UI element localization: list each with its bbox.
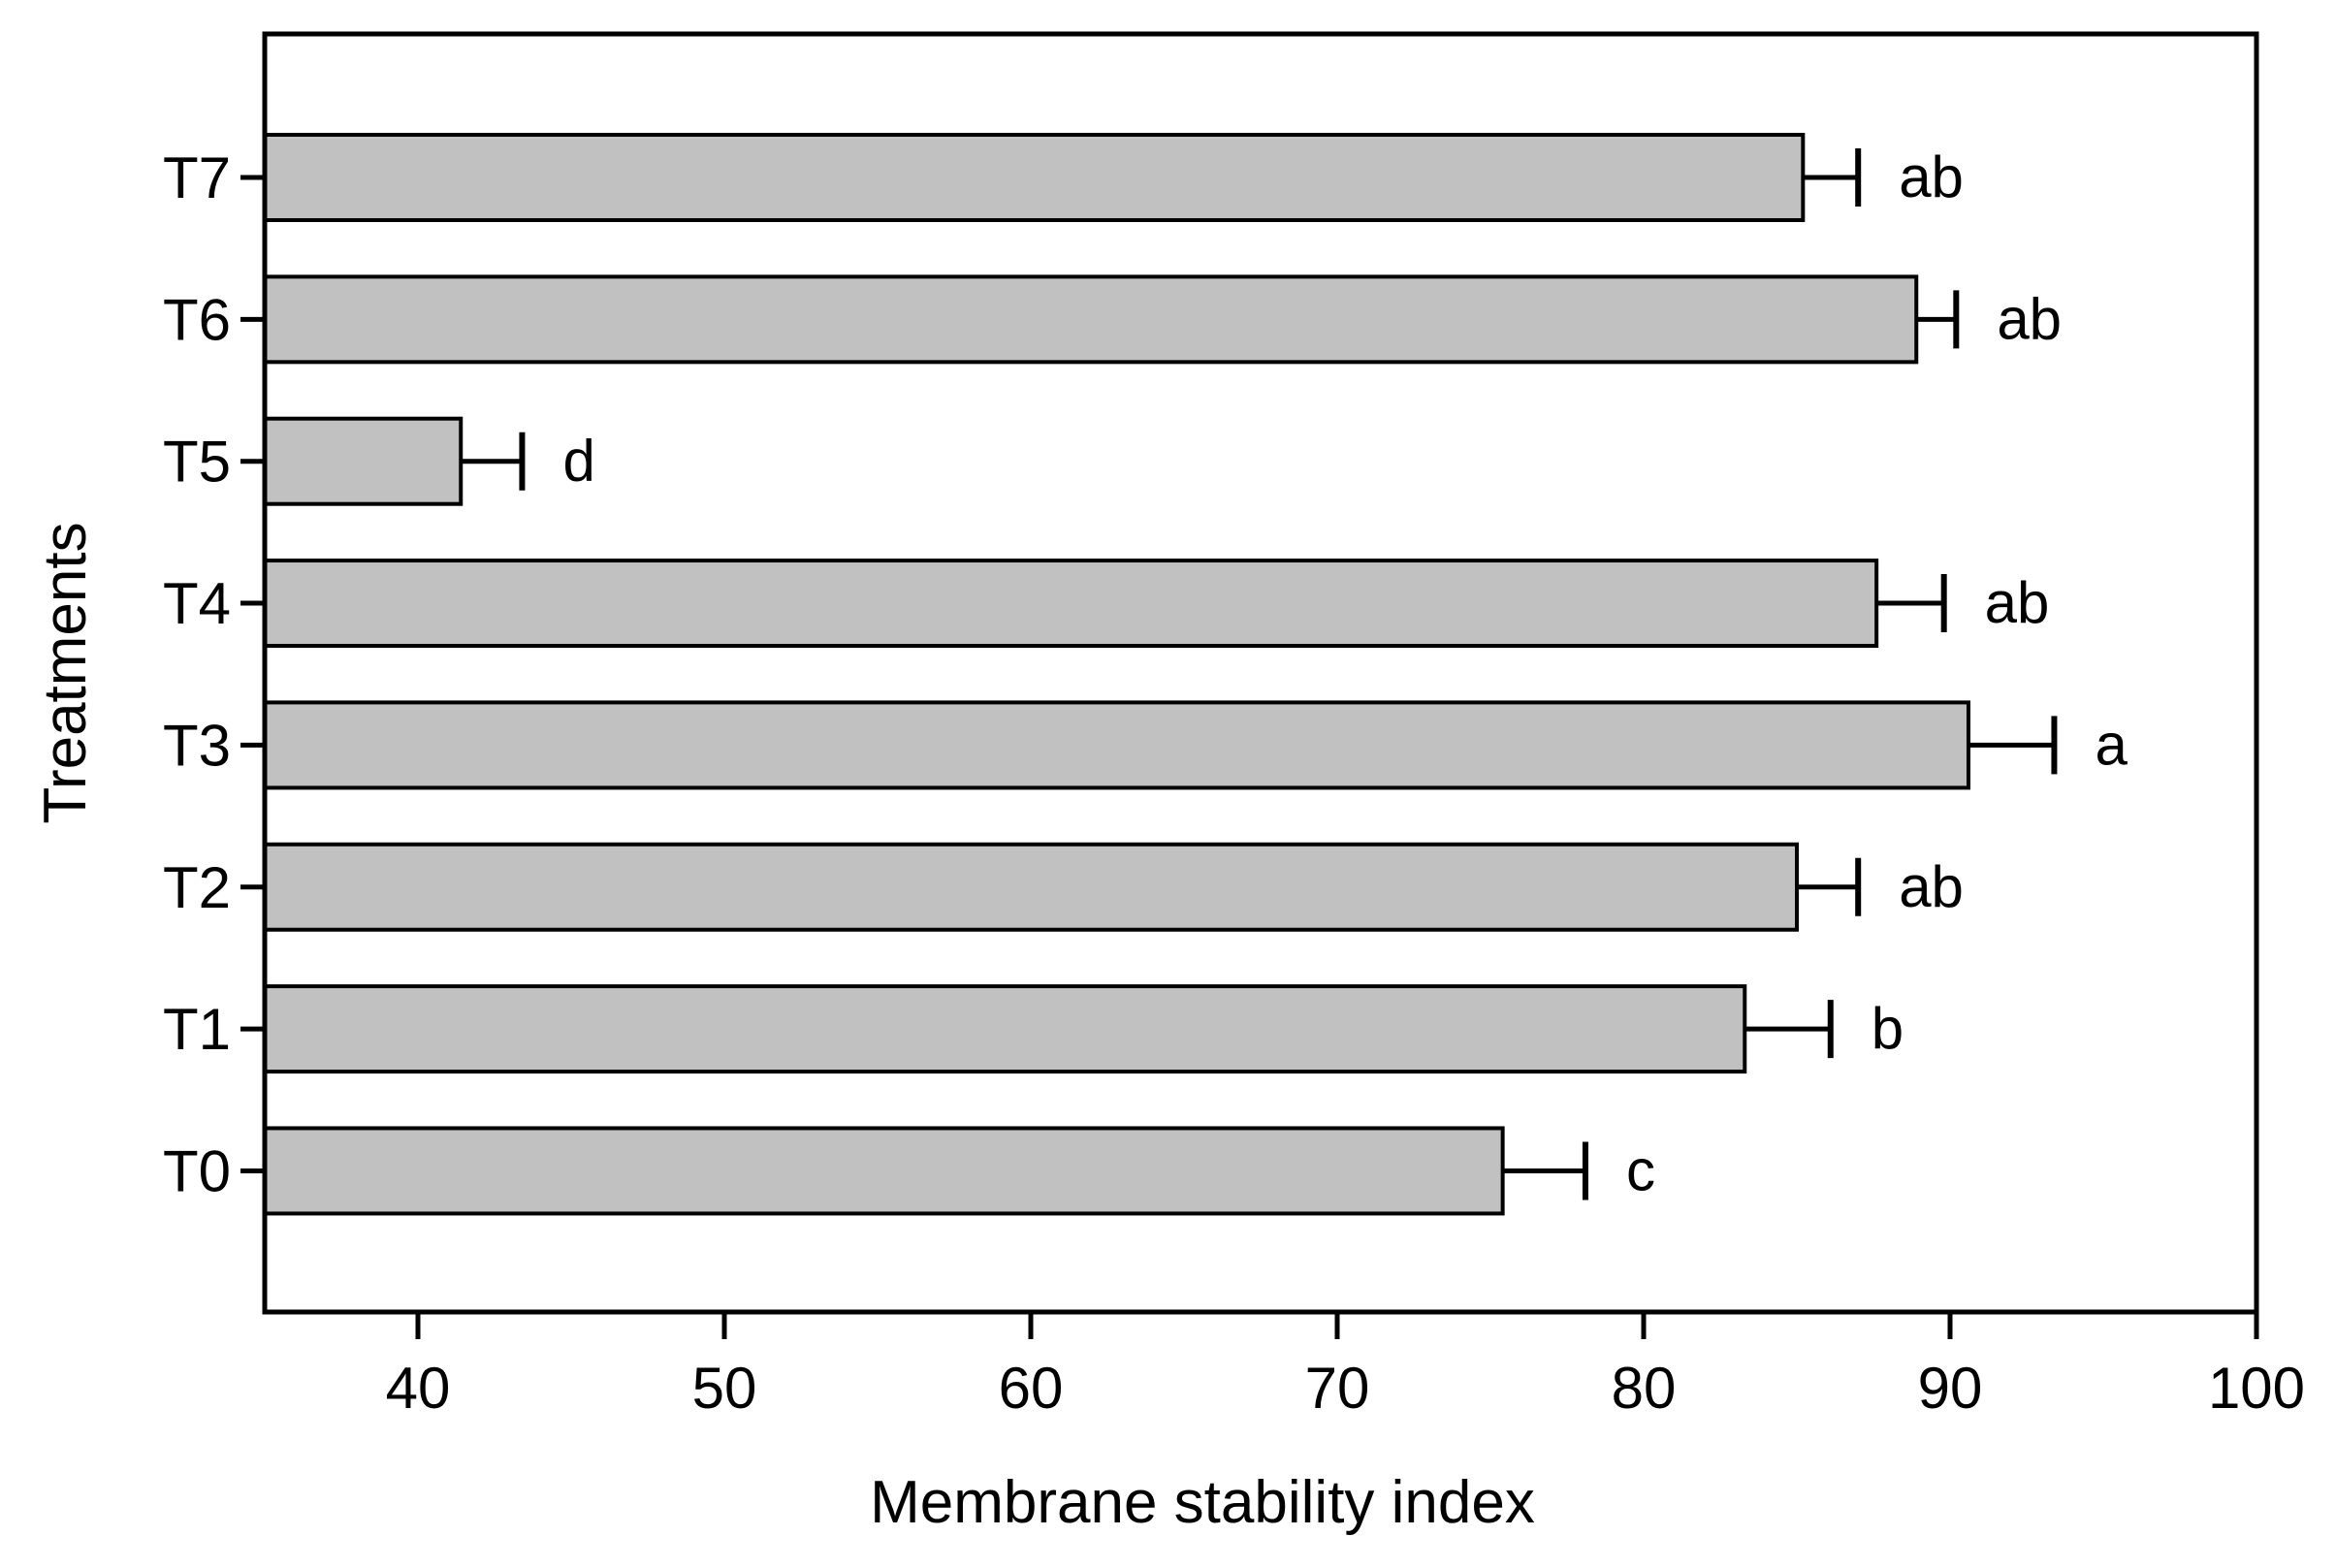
bar-t2 (263, 842, 1799, 932)
axes-layer: T7 T6 T5 T4 T3 T2 T1 T0 40 50 60 70 80 90 100 (163, 145, 2305, 1421)
significance-letter-t5: d (562, 429, 594, 494)
significance-letter-t1: b (1872, 996, 1904, 1061)
significance-letter-t3: a (2095, 712, 2128, 777)
significance-letter-t7: ab (1899, 144, 1964, 209)
y-tick-label-t3: T3 (163, 713, 231, 778)
bars-layer: ab ab d ab a ab b c (263, 133, 2128, 1216)
bar-t1 (263, 984, 1747, 1074)
significance-letter-t0: c (1626, 1137, 1655, 1202)
bar-t3 (263, 700, 1970, 790)
y-tick-label-t4: T4 (163, 571, 231, 636)
x-tick-label-50: 50 (692, 1356, 757, 1421)
y-tick-label-t1: T1 (163, 997, 231, 1062)
x-axis-title: Membrane stability index (870, 1469, 1535, 1536)
y-tick-label-t2: T2 (163, 855, 231, 920)
y-tick-label-t5: T5 (163, 430, 231, 495)
bar-t4 (263, 559, 1879, 649)
y-tick-label-t0: T0 (163, 1138, 231, 1203)
y-tick-label-t6: T6 (163, 287, 231, 352)
significance-letter-t4: ab (1985, 570, 2050, 635)
x-tick-label-100: 100 (2208, 1356, 2305, 1421)
significance-letter-t2: ab (1899, 854, 1964, 919)
x-tick-label-60: 60 (999, 1356, 1064, 1421)
x-tick-label-90: 90 (1918, 1356, 1983, 1421)
x-tick-label-80: 80 (1612, 1356, 1677, 1421)
bar-t6 (263, 274, 1919, 365)
x-tick-label-40: 40 (386, 1356, 451, 1421)
bar-t0 (263, 1126, 1505, 1216)
significance-letter-t6: ab (1997, 286, 2062, 351)
y-axis-title: Treatments (32, 522, 99, 823)
x-tick-label-70: 70 (1305, 1356, 1370, 1421)
bar-t7 (263, 133, 1806, 222)
plot-frame (262, 31, 2259, 1315)
bar-t5 (263, 416, 464, 506)
y-tick-label-t7: T7 (163, 145, 231, 210)
